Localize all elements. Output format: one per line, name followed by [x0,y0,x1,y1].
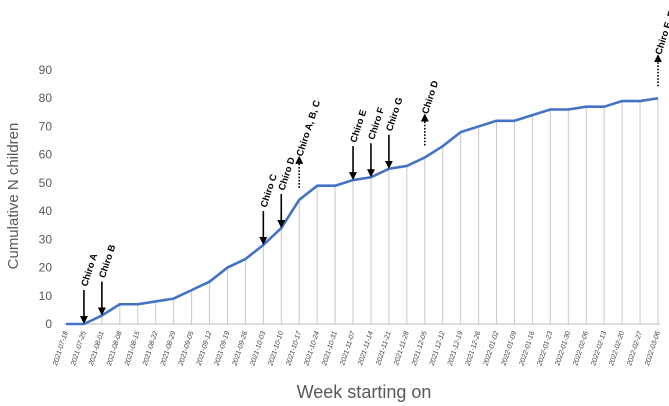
y-axis-ticks: 0 10 20 30 40 50 60 70 80 90 [39,63,53,331]
y-tick-label: 50 [39,176,53,190]
annotation-label: Chiro C [259,173,280,209]
x-tick-label: 2021-08-01 [88,330,106,367]
x-tick-label: 2021-07-25 [70,330,88,367]
annotation: Chiro G [384,96,406,169]
x-tick-label: 2021-11-21 [375,330,393,367]
y-tick-label: 40 [39,204,53,218]
x-tick-label: 2021-09-12 [195,330,213,367]
annotation-label: Chiro D [420,79,441,115]
series-line-cumulative [66,96,659,326]
y-tick-label: 20 [39,261,53,275]
x-tick-label: 2021-08-29 [160,330,178,367]
x-tick-label: 2021-11-07 [339,329,357,367]
x-tick-label: 2022-02-27 [626,329,644,367]
x-tick-label: 2021-08-08 [106,330,124,367]
x-tick-label: 2021-12-26 [464,330,482,367]
y-tick-label: 30 [39,232,53,246]
x-tick-label: 2022-01-23 [536,330,554,367]
x-tick-label: 2021-09-05 [177,330,195,367]
x-tick-label: 2021-12-19 [447,330,465,367]
x-tick-label: 2021-10-10 [267,330,285,367]
annotation: Chiro F [366,106,387,178]
y-tick-label: 70 [39,119,53,133]
x-tick-label: 2022-02-13 [590,330,608,367]
x-tick-label: 2021-11-28 [393,330,411,367]
x-tick-label: 2021-10-31 [321,330,339,367]
x-tick-label: 2022-01-02 [482,330,500,367]
annotation: Chiro A [79,252,100,324]
x-tick-label: 2022-03-06 [644,330,662,367]
y-tick-label: 80 [39,91,53,105]
x-tick-label: 2022-02-20 [608,330,626,367]
y-tick-label: 10 [39,289,53,303]
y-axis-title: Cumulative N children [5,123,22,270]
annotation: Chiro A, B, C [295,99,323,188]
x-tick-label: 2021-08-15 [124,330,142,367]
x-tick-label: 2022-01-16 [518,330,536,367]
x-tick-label: 2021-12-12 [429,330,447,367]
x-tick-label: 2021-07-18 [52,330,70,367]
annotation-label: Chiro F [366,106,387,141]
x-axis-title: Week starting on [297,382,432,402]
x-axis-ticks: 2021-07-18 2021-07-25 2021-08-01 2021-08-08… [52,329,662,367]
drop-lines [101,98,659,324]
x-tick-label: 2021-10-17 [285,329,303,367]
annotation: Chiro D [277,156,298,229]
x-tick-label: 2021-10-03 [249,330,267,367]
y-tick-label: 90 [39,63,53,77]
x-tick-label: 2021-10-24 [303,330,321,367]
annotation-label: Chiro A, B, C [295,99,323,158]
x-tick-label: 2022-01-30 [554,330,572,367]
x-tick-label: 2022-01-09 [500,330,518,367]
annotation-label: Chiro A [79,252,100,288]
x-tick-label: 2022-02-06 [572,330,590,367]
annotation-label: Chiro G [384,96,405,133]
annotation: Chiro E [348,108,369,181]
annotation: Chiro B [97,243,118,316]
y-tick-label: 60 [39,148,53,162]
y-tick-label: 0 [45,317,52,331]
x-tick-label: 2021-09-19 [213,330,231,367]
x-tick-label: 2021-08-22 [142,330,160,367]
annotation-label: Chiro D [277,156,298,192]
x-tick-label: 2021-09-26 [231,330,249,367]
x-tick-label: 2021-12-05 [411,330,429,367]
x-tick-label: 2021-11-14 [357,330,375,367]
annotation-label: Chiro B [97,243,118,279]
annotation-label: Chiro E, F, G [653,0,669,56]
annotation: Chiro D [420,79,441,146]
annotation: Chiro E, F, G [653,0,669,87]
